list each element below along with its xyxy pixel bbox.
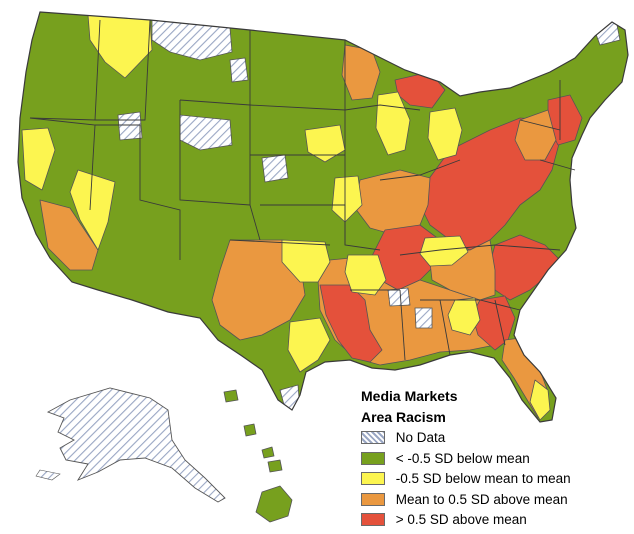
state-borders — [29, 19, 576, 361]
swatch-low — [361, 451, 385, 465]
region-yellow-nevada — [69, 169, 116, 251]
region-yellow-alabama — [447, 297, 481, 336]
nodata-mississippi — [414, 307, 433, 329]
legend-title-line1: Media Markets — [361, 388, 458, 404]
legend-item-mid-low: -0.5 SD below mean to mean — [361, 469, 631, 490]
legend-item-high: > 0.5 SD above mean — [361, 510, 631, 531]
legend-item-no-data: No Data — [361, 428, 631, 449]
region-yellow-texas-gulf — [287, 317, 331, 373]
alaska-islands — [35, 469, 61, 481]
region-yellow-oregon — [21, 127, 56, 191]
swatch-mid-high — [361, 492, 385, 506]
region-yellow-kentucky — [419, 235, 469, 267]
nodata-montana-small — [117, 111, 143, 141]
region-yellow-colorado — [304, 124, 346, 163]
region-orange-northeast — [514, 109, 557, 161]
legend-item-mid-high: Mean to 0.5 SD above mean — [361, 490, 631, 511]
legend-item-low: < -0.5 SD below mean — [361, 449, 631, 470]
region-yellow-missouri — [344, 254, 387, 296]
alaska — [46, 387, 226, 503]
legend: Media Markets Area Racism No Data < -0.5… — [361, 386, 631, 531]
swatch-high — [361, 513, 385, 526]
region-yellow-oklahoma — [281, 239, 331, 283]
legend-label-mid-low: -0.5 SD below mean to mean — [395, 471, 571, 486]
region-yellow-indiana — [427, 107, 463, 161]
nodata-nebraska — [229, 57, 249, 83]
region-yellow-florida-tip — [529, 379, 551, 421]
legend-label-no-data: No Data — [395, 430, 446, 445]
swatch-mid-low — [361, 472, 385, 485]
legend-label-high: > 0.5 SD above mean — [395, 512, 527, 527]
legend-label-mid-high: Mean to 0.5 SD above mean — [395, 491, 568, 507]
us-outline — [17, 11, 629, 423]
hawaii — [223, 389, 293, 523]
nodata-dakota — [261, 154, 289, 183]
region-orange-california — [39, 199, 99, 271]
legend-title-line2: Area Racism — [361, 409, 446, 425]
legend-label-low: < -0.5 SD below mean — [395, 450, 530, 466]
swatch-no-data — [361, 431, 385, 444]
nodata-arkansas — [387, 287, 411, 307]
